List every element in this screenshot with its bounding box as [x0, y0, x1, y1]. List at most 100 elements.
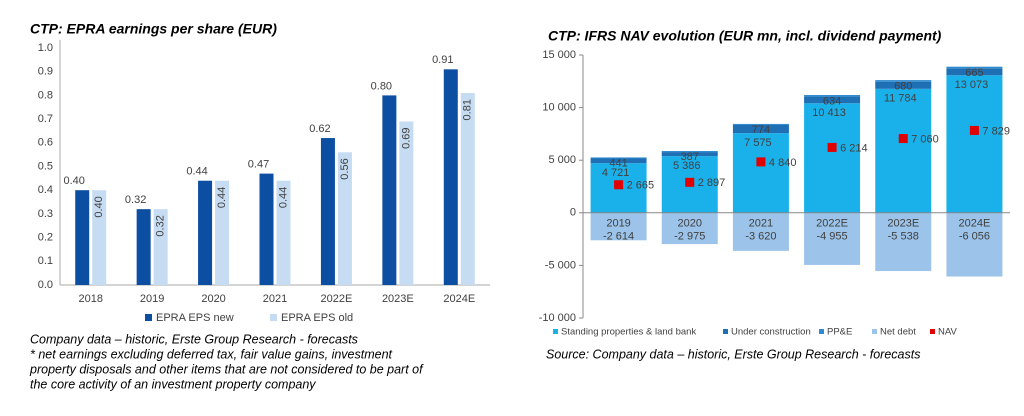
y-tick-label: 1.0	[38, 42, 53, 54]
y-tick-label: 0.5	[38, 160, 53, 172]
value-label: 13 073	[955, 79, 989, 91]
x-tick-label: 2023E	[887, 218, 919, 230]
y-tick-label: 5 000	[548, 154, 576, 166]
bar-segment	[590, 157, 647, 159]
value-label: -3 620	[745, 231, 776, 243]
bar	[382, 95, 397, 286]
bar-segment	[946, 75, 1003, 213]
bar-segment	[661, 152, 718, 157]
legend-label: EPRA EPS old	[281, 312, 353, 324]
x-tick-label: 2022E	[321, 293, 353, 305]
x-tick-label: 2020	[201, 293, 225, 305]
note: property disposals and other items that …	[29, 362, 424, 376]
y-tick-label: 0.4	[38, 184, 53, 196]
nav-marker	[827, 142, 837, 152]
y-tick-label: -10 000	[539, 312, 576, 324]
y-tick-label: 15 000	[542, 49, 576, 61]
bar-segment	[661, 151, 718, 153]
note: * net earnings excluding deferred tax, f…	[30, 347, 393, 361]
value-label: 0.40	[93, 196, 105, 217]
nav-marker	[898, 134, 908, 144]
value-label: -5 538	[888, 231, 919, 243]
bar	[198, 180, 213, 285]
legend-label: PP&E	[827, 327, 852, 338]
value-label: 5 386	[673, 160, 701, 172]
y-tick-label: -5 000	[545, 259, 576, 271]
value-label: 0.62	[309, 123, 330, 135]
value-label: 774	[752, 124, 770, 136]
y-tick-label: 0.9	[38, 66, 53, 78]
value-label: -4 955	[816, 231, 847, 243]
y-tick-label: 10 000	[542, 102, 576, 114]
bar-segment	[875, 212, 932, 272]
x-tick-label: 2020	[678, 218, 702, 230]
bar	[443, 69, 458, 285]
bar-segment	[590, 158, 647, 164]
legend-swatch	[270, 314, 277, 321]
note: the core activity of an investment prope…	[30, 377, 316, 391]
x-tick-label: 2022E	[816, 218, 848, 230]
bar-segment	[590, 212, 647, 241]
legend-swatch	[553, 329, 558, 334]
legend-swatch	[145, 314, 152, 321]
legend-label: Standing properties & land bank	[561, 327, 696, 338]
chart-title: CTP: EPRA earnings per share (EUR)	[30, 21, 277, 37]
value-label: 2 665	[627, 180, 655, 192]
value-label: 0.69	[400, 127, 412, 148]
value-label: 0.81	[462, 99, 474, 120]
legend-label: EPRA EPS new	[156, 312, 234, 324]
x-tick-label: 2021	[263, 293, 287, 305]
value-label: 634	[823, 95, 841, 107]
value-label: 387	[681, 151, 699, 163]
y-tick-label: 0.6	[38, 137, 53, 149]
bar-segment	[804, 96, 861, 104]
bar	[153, 209, 168, 285]
bar	[92, 190, 107, 285]
value-label: 0.44	[216, 187, 228, 208]
value-label: 4 840	[769, 157, 797, 169]
bar-segment	[946, 212, 1003, 277]
y-tick-label: 0.3	[38, 208, 53, 220]
bar	[136, 209, 151, 285]
legend-swatch	[723, 329, 728, 334]
bar-segment	[661, 212, 718, 245]
value-label: 7 575	[744, 137, 772, 149]
value-label: 10 413	[812, 107, 846, 119]
bar	[320, 138, 335, 285]
x-tick-label: 2019	[140, 293, 164, 305]
y-tick-label: 0.1	[38, 255, 53, 267]
bar	[399, 121, 414, 285]
value-label: 0.91	[432, 54, 453, 66]
value-label: 0.32	[155, 215, 167, 236]
bar	[215, 180, 230, 285]
legend-label: Net debt	[880, 327, 916, 338]
bar	[276, 180, 291, 285]
value-label: 0.40	[64, 175, 85, 187]
bar-segment	[732, 123, 789, 125]
value-label: 7 060	[911, 133, 939, 145]
bar	[337, 152, 352, 285]
nav-marker	[756, 157, 766, 167]
nav-marker	[614, 180, 624, 190]
value-label: 680	[894, 81, 912, 93]
bar-segment	[732, 212, 789, 251]
value-label: -2 614	[603, 231, 634, 243]
bar-segment	[732, 124, 789, 134]
value-label: 665	[965, 67, 983, 79]
value-label: 6 214	[840, 142, 868, 154]
x-tick-label: 2021	[749, 218, 773, 230]
x-tick-label: 2019	[606, 218, 630, 230]
bar-segment	[946, 68, 1003, 76]
legend-swatch	[819, 329, 824, 334]
legend-label: NAV	[938, 327, 957, 338]
x-tick-label: 2024E	[443, 293, 475, 305]
y-tick-label: 0.7	[38, 113, 53, 125]
x-tick-label: 2018	[78, 293, 102, 305]
value-label: 11 784	[884, 93, 917, 105]
value-label: 2 897	[698, 177, 726, 189]
legend-swatch	[930, 329, 935, 334]
value-label: 0.80	[371, 80, 392, 92]
x-tick-label: 2024E	[959, 218, 991, 230]
bar-segment	[804, 95, 861, 97]
bar-segment	[875, 81, 932, 89]
